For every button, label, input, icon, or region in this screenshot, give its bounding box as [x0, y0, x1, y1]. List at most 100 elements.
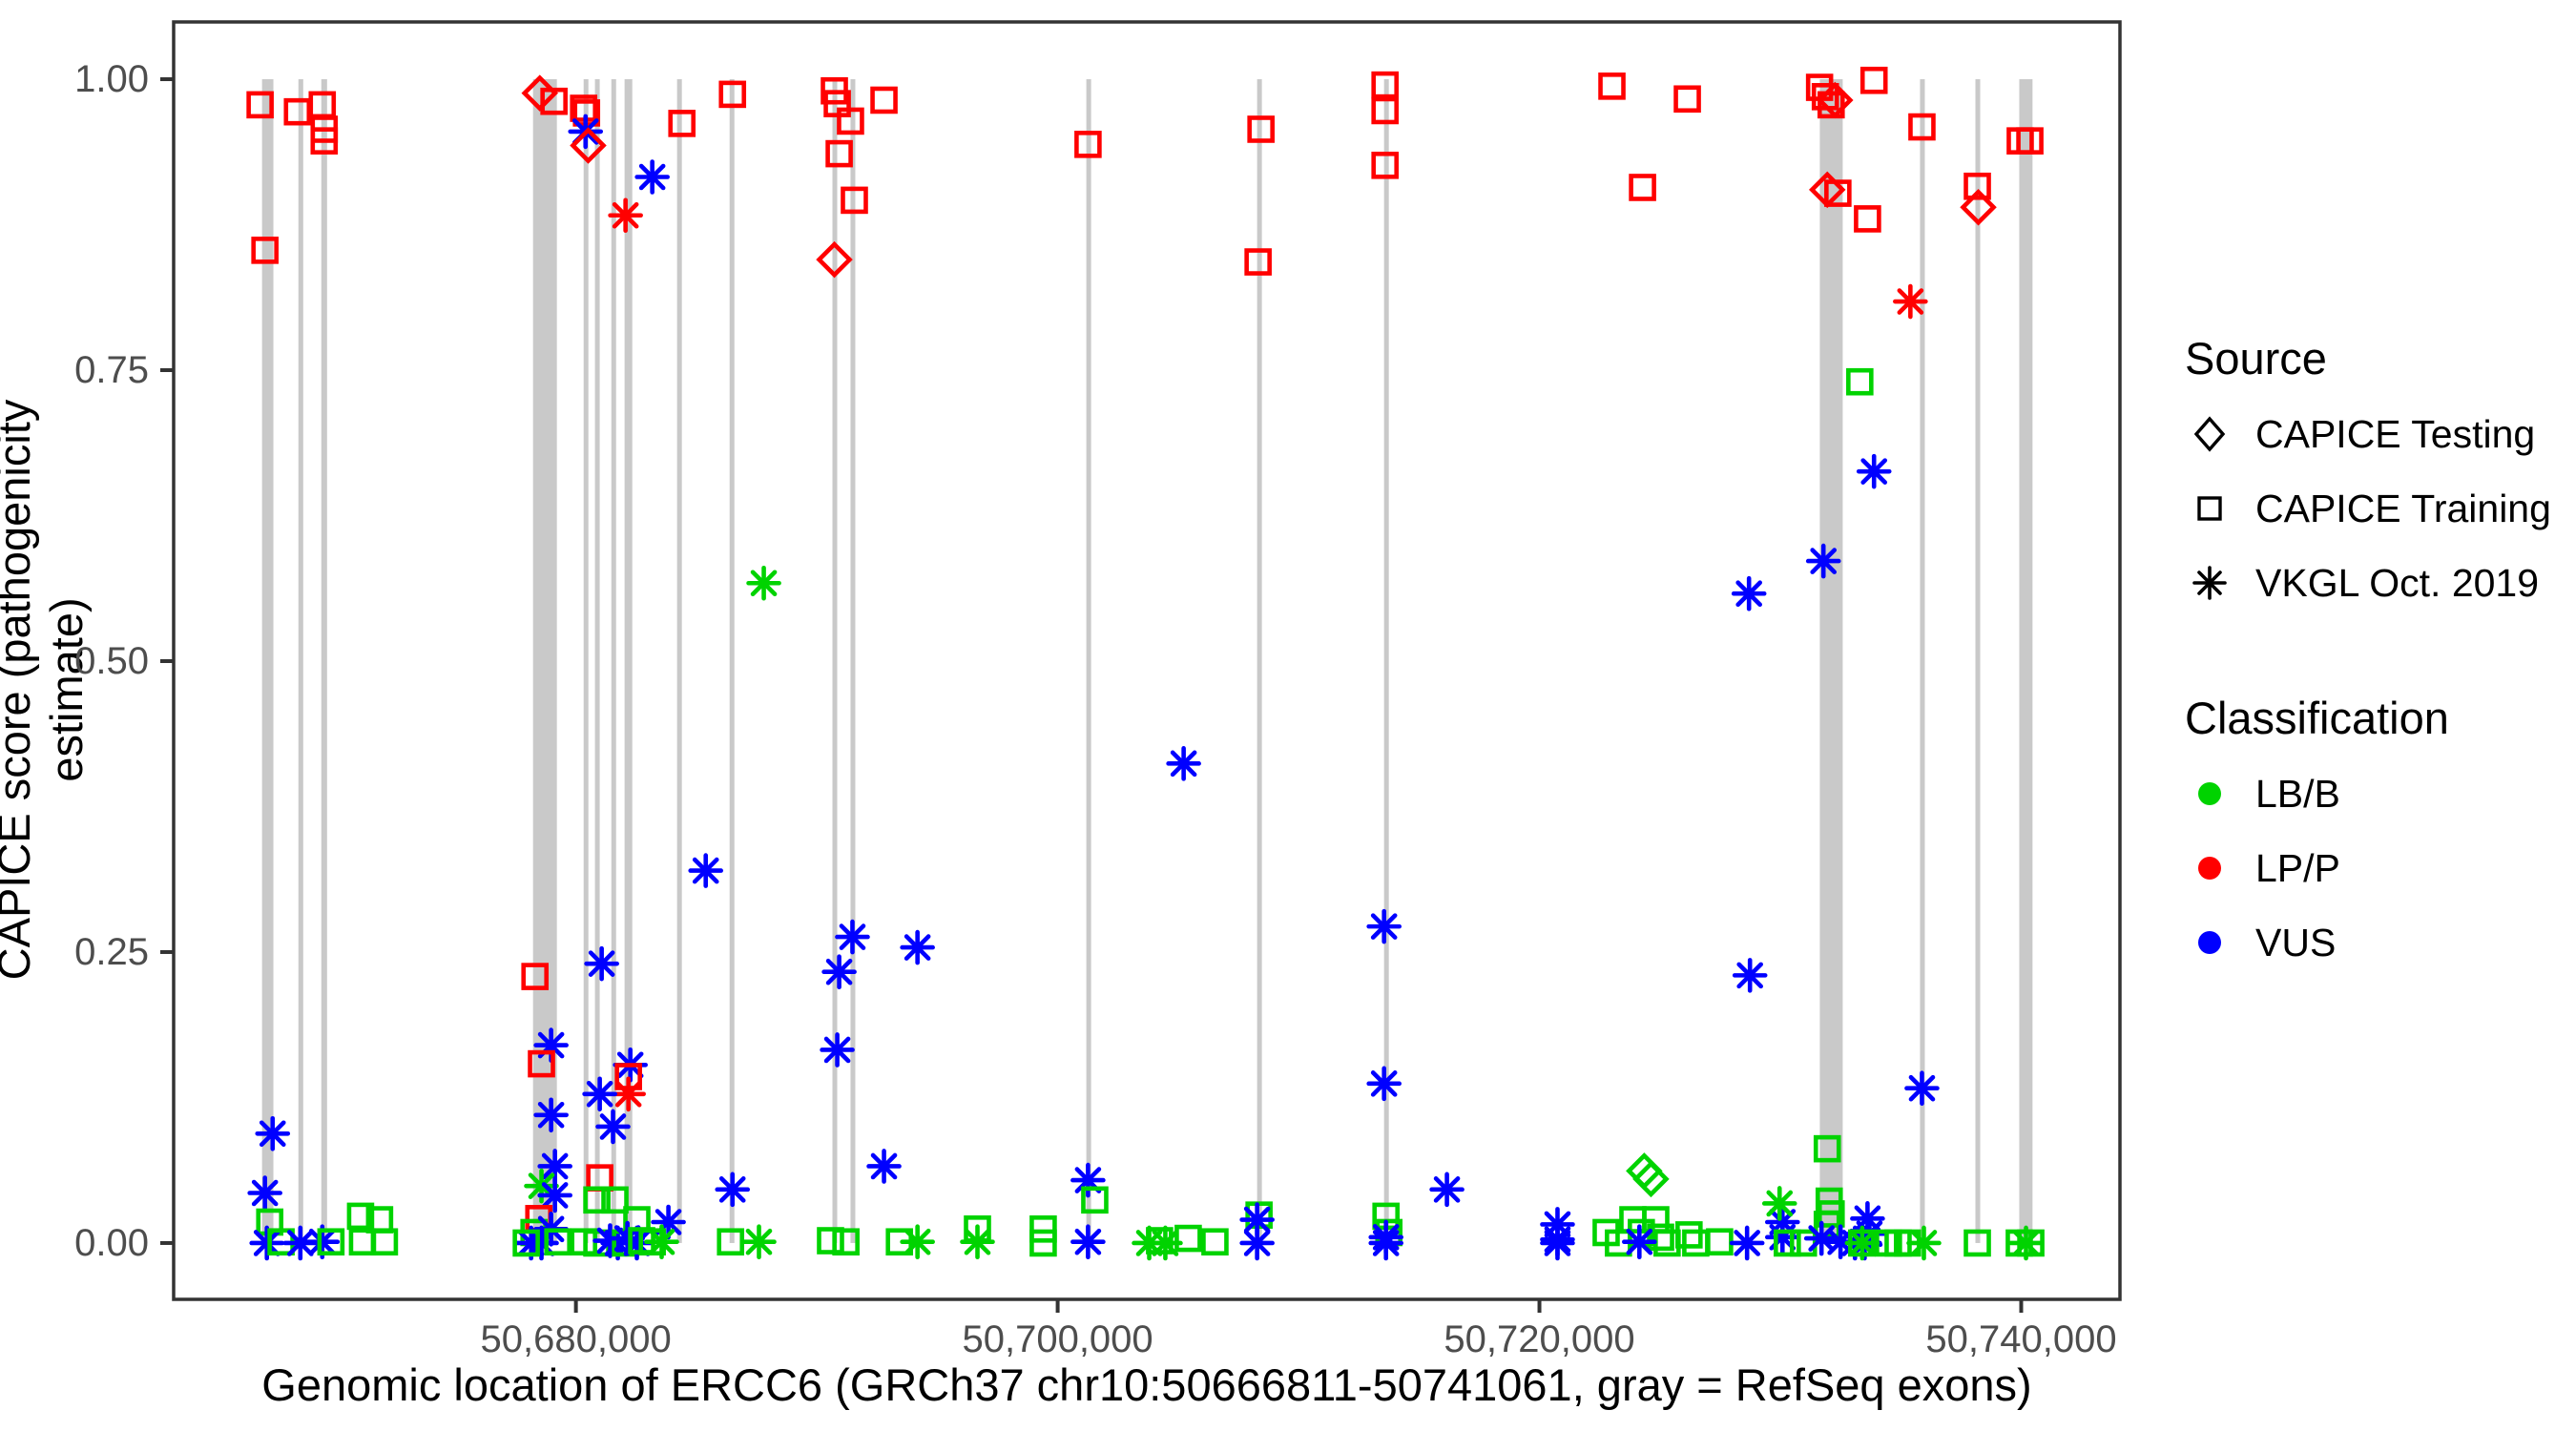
vus-dot-icon: [2198, 931, 2221, 954]
legend-item-lbb: LB/B: [2185, 771, 2566, 817]
point-training-square: [1081, 1186, 1109, 1214]
legend-label-capice-testing: CAPICE Testing: [2255, 411, 2536, 456]
point-vkgl-asterisk: [1732, 958, 1768, 993]
refseq-exon-bar: [624, 79, 633, 1243]
point-training-square: [2017, 1229, 2045, 1257]
point-training-square: [528, 1049, 555, 1078]
point-training-square: [346, 1202, 375, 1231]
point-training-square: [1074, 131, 1102, 158]
x-tick-label: 50,720,000: [1444, 1318, 1635, 1360]
x-tick-label: 50,740,000: [1925, 1318, 2117, 1360]
refseq-exon-bar: [1257, 79, 1262, 1243]
x-tick-label: 50,680,000: [480, 1318, 672, 1360]
legend-gap: [2185, 634, 2566, 692]
point-vkgl-asterisk: [255, 1115, 291, 1151]
point-vkgl-asterisk: [835, 919, 870, 955]
point-vkgl-asterisk: [584, 945, 619, 982]
point-vkgl-asterisk: [634, 159, 670, 195]
point-training-square: [512, 1229, 540, 1257]
refseq-exon-bar: [729, 79, 735, 1243]
legend-item-vkgl: VKGL Oct. 2019: [2185, 560, 2566, 606]
point-training-square: [837, 107, 864, 135]
point-testing-diamond: [570, 127, 607, 164]
point-vkgl-asterisk: [1805, 543, 1841, 579]
point-training-square: [1846, 367, 1874, 396]
point-vkgl-asterisk: [866, 1149, 902, 1184]
point-vkgl-asterisk: [1070, 1224, 1106, 1260]
point-vkgl-asterisk: [533, 1097, 569, 1133]
point-training-square: [1629, 174, 1656, 201]
x-tick-label: 50,700,000: [962, 1318, 1153, 1360]
point-training-square: [283, 97, 312, 126]
point-vkgl-asterisk: [900, 929, 935, 965]
point-testing-diamond: [1817, 81, 1854, 119]
legend-item-capice-testing: CAPICE Testing: [2185, 411, 2566, 457]
point-testing-diamond: [1632, 1160, 1670, 1198]
refseq-exon-bar: [321, 79, 327, 1243]
point-training-square: [310, 127, 339, 155]
point-training-square: [348, 1228, 377, 1256]
point-training-square: [1647, 1223, 1674, 1252]
asterisk-icon: [2192, 566, 2227, 600]
point-vkgl-asterisk: [1540, 1225, 1575, 1261]
legend-label-capice-training: CAPICE Training: [2255, 486, 2551, 530]
refseq-exon-bar: [583, 79, 589, 1243]
point-vkgl-asterisk: [537, 1149, 572, 1184]
y-tick-label: 0.25: [74, 930, 149, 973]
refseq-exon-bar: [832, 79, 838, 1243]
point-training-square: [1371, 96, 1399, 125]
lpp-dot-icon: [2198, 857, 2221, 880]
point-training-square: [601, 1186, 629, 1214]
point-vkgl-asterisk: [1856, 453, 1892, 489]
point-vkgl-asterisk: [1904, 1070, 1940, 1107]
point-vkgl-asterisk: [1729, 1225, 1765, 1261]
point-training-square: [1201, 1228, 1229, 1256]
refseq-exon-bar: [676, 79, 682, 1243]
y-tick-label: 0.00: [74, 1221, 149, 1264]
point-training-square: [1854, 205, 1881, 233]
refseq-exon-bar: [298, 79, 303, 1243]
point-training-square: [1029, 1229, 1057, 1257]
legend: Source CAPICE Testing CAPICE Training: [2185, 332, 2566, 994]
point-training-square: [521, 963, 550, 990]
y-tick-label: 0.50: [74, 639, 149, 682]
point-vkgl-asterisk: [1906, 1225, 1942, 1261]
legend-item-vus: VUS: [2185, 920, 2566, 965]
point-training-square: [317, 1228, 345, 1256]
refseq-exon-bar: [1086, 79, 1091, 1243]
point-vkgl-asterisk: [1166, 746, 1201, 781]
point-training-square: [544, 1228, 571, 1256]
square-icon: [2197, 496, 2222, 521]
point-vkgl-asterisk: [1844, 1225, 1880, 1261]
refseq-exon-bar: [594, 79, 600, 1243]
point-vkgl-asterisk: [1239, 1225, 1275, 1261]
legend-label-vkgl: VKGL Oct. 2019: [2255, 560, 2540, 605]
point-vkgl-asterisk: [1761, 1186, 1797, 1221]
point-training-square: [1247, 115, 1275, 143]
point-training-square: [1774, 1229, 1801, 1257]
diamond-icon: [2193, 416, 2226, 452]
point-training-square: [817, 1227, 844, 1255]
point-vkgl-asterisk: [1070, 1162, 1106, 1198]
point-testing-diamond: [1960, 188, 1997, 226]
point-training-square: [1673, 85, 1701, 114]
point-training-square: [1908, 113, 1936, 141]
point-training-square: [540, 87, 568, 115]
point-vkgl-asterisk: [1368, 1225, 1404, 1261]
point-vkgl-asterisk: [582, 1076, 617, 1112]
point-training-square: [1174, 1224, 1202, 1253]
point-training-square: [1244, 248, 1272, 276]
point-training-square: [841, 186, 868, 215]
point-vkgl-asterisk: [537, 1177, 572, 1213]
refseq-exon-bar: [1920, 79, 1925, 1243]
point-training-square: [1963, 1229, 1991, 1257]
refseq-exon-bar: [2019, 79, 2033, 1243]
point-training-square: [1824, 179, 1852, 207]
legend-label-vus: VUS: [2255, 920, 2337, 964]
legend-item-lpp: LP/P: [2185, 845, 2566, 891]
point-vkgl-asterisk: [247, 1175, 282, 1211]
refseq-exon-bar: [850, 79, 856, 1243]
point-vkgl-asterisk: [688, 853, 724, 888]
lbb-dot-icon: [2198, 782, 2221, 805]
refseq-exon-bar: [1819, 79, 1843, 1243]
